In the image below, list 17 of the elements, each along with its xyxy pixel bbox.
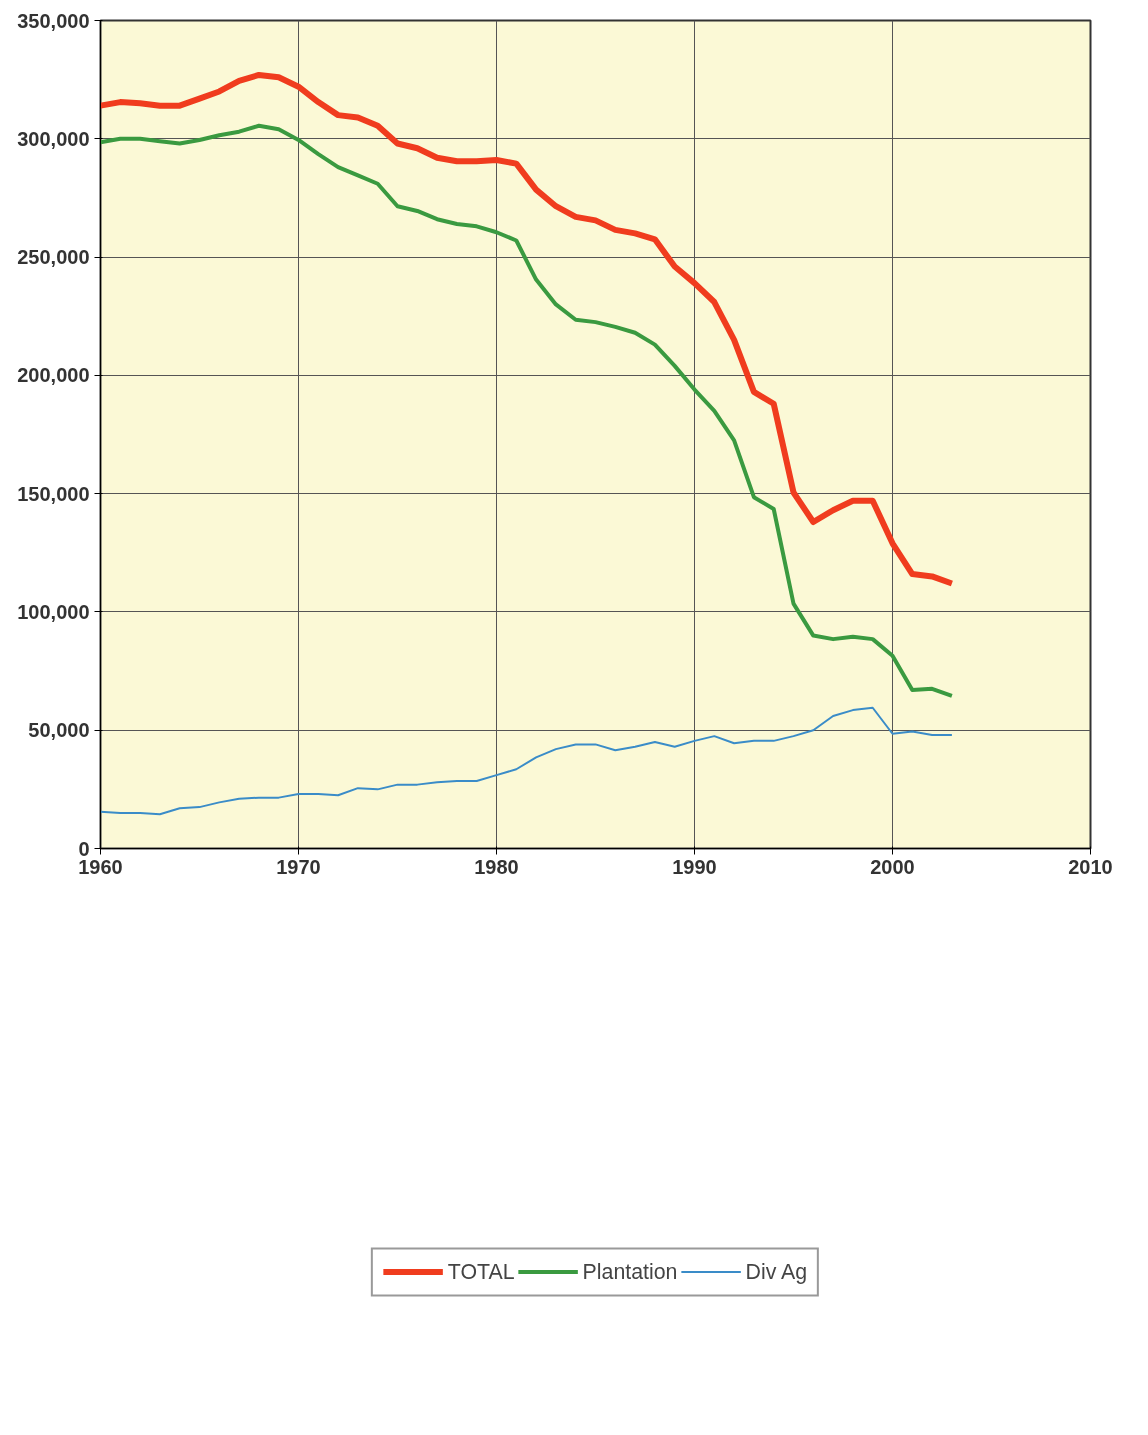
y-tick-label: 100,000 (17, 600, 90, 623)
y-tick-label: 200,000 (17, 364, 90, 387)
y-tick-label: 300,000 (17, 127, 90, 150)
x-tick-label: 1980 (474, 855, 519, 878)
x-tick-label: 1970 (276, 855, 321, 878)
y-tick-label: 150,000 (17, 482, 90, 505)
legend-label: Plantation (582, 1259, 678, 1285)
line-series (100, 123, 954, 698)
x-tick-label: 2000 (870, 855, 915, 878)
x-tick-label: 1990 (672, 855, 717, 878)
y-tick-label: 50,000 (28, 719, 90, 742)
x-tick-label: 2010 (1068, 855, 1113, 878)
y-tick-label: 250,000 (17, 246, 90, 269)
legend-label: Div Ag (745, 1259, 808, 1285)
legend-label: TOTAL (447, 1259, 515, 1285)
line-series (100, 706, 953, 816)
y-tick-label: 350,000 (17, 9, 90, 32)
